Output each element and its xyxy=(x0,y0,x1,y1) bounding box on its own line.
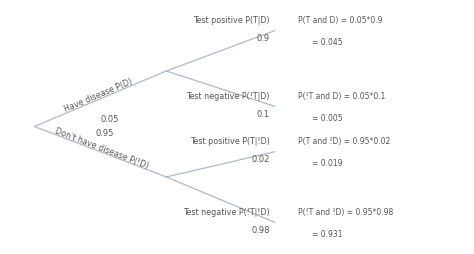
Text: P(T and !D) = 0.95*0.02: P(T and !D) = 0.95*0.02 xyxy=(298,137,391,146)
Text: 0.9: 0.9 xyxy=(257,34,270,43)
Text: 0.95: 0.95 xyxy=(96,128,114,137)
Text: = 0.019: = 0.019 xyxy=(312,158,343,167)
Text: Have disease P(D): Have disease P(D) xyxy=(63,77,134,114)
Text: Don't have disease P(!D): Don't have disease P(!D) xyxy=(54,126,150,170)
Text: 0.98: 0.98 xyxy=(252,225,270,234)
Text: = 0.045: = 0.045 xyxy=(312,38,343,47)
Text: = 0.931: = 0.931 xyxy=(312,229,343,238)
Text: Test negative P(!T|D): Test negative P(!T|D) xyxy=(186,92,270,101)
Text: 0.05: 0.05 xyxy=(100,115,119,123)
Text: Test positive P(T|!D): Test positive P(T|!D) xyxy=(190,137,270,146)
Text: 0.02: 0.02 xyxy=(252,155,270,164)
Text: P(!T and !D) = 0.95*0.98: P(!T and !D) = 0.95*0.98 xyxy=(298,207,393,216)
Text: = 0.005: = 0.005 xyxy=(312,113,343,122)
Text: P(T and D) = 0.05*0.9: P(T and D) = 0.05*0.9 xyxy=(298,16,383,25)
Text: 0.1: 0.1 xyxy=(257,109,270,118)
Text: Test negative P(!T|!D): Test negative P(!T|!D) xyxy=(183,207,270,216)
Text: Test positive P(T|D): Test positive P(T|D) xyxy=(193,16,270,25)
Text: P(!T and D) = 0.05*0.1: P(!T and D) = 0.05*0.1 xyxy=(298,92,386,101)
